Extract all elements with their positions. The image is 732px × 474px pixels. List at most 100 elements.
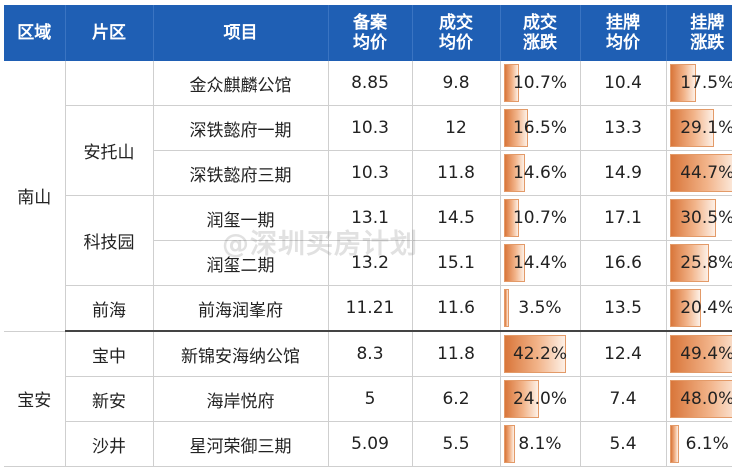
filing-price-cell: 5 (327, 376, 412, 422)
table-row: 沙井 星河荣御三期 5.09 5.5 8.1% 5.4 6.1% (4, 421, 732, 467)
header-project: 项目 (153, 5, 329, 61)
project-cell: 新锦安海纳公馆 (152, 331, 328, 377)
deal-change-bar (503, 335, 566, 373)
district-cell: 宝安 (4, 331, 65, 467)
listing-price-cell: 13.5 (579, 285, 666, 332)
deal-change-cell: 10.7% (499, 195, 580, 241)
header-row: 区域 片区 项目 备案 均价 成交 均价 成交 涨跌 挂牌 均价 挂牌 涨跌 (4, 5, 732, 61)
listing-change-bar (669, 425, 679, 463)
header-listing-change: 挂牌 涨跌 (666, 5, 732, 61)
listing-price-cell: 12.4 (579, 331, 666, 377)
deal-price-cell: 5.5 (411, 421, 500, 467)
deal-change-cell: 14.6% (499, 150, 580, 196)
deal-price-cell: 9.8 (411, 61, 500, 106)
listing-change-bar (669, 64, 697, 102)
area-cell: 安托山 (64, 105, 153, 196)
table-row: 前海 前海润峯府 11.21 11.6 3.5% 13.5 20.4% (4, 285, 732, 332)
deal-change-bar (503, 154, 526, 192)
listing-change-cell: 49.4% (665, 331, 732, 377)
deal-change-bar (503, 64, 520, 102)
project-cell: 深铁懿府三期 (152, 150, 328, 196)
listing-change-cell: 20.4% (665, 285, 732, 332)
deal-price-cell: 11.8 (411, 150, 500, 196)
header-filing-price: 备案 均价 (328, 5, 413, 61)
area-cell: 新安 (64, 376, 153, 422)
filing-price-cell: 13.2 (327, 240, 412, 286)
listing-price-cell: 10.4 (579, 61, 666, 106)
filing-price-cell: 13.1 (327, 195, 412, 241)
filing-price-cell: 5.09 (327, 421, 412, 467)
deal-change-cell: 3.5% (499, 285, 580, 332)
filing-price-cell: 8.3 (327, 331, 412, 377)
project-cell: 润玺二期 (152, 240, 328, 286)
header-deal-change: 成交 涨跌 (500, 5, 581, 61)
listing-change-cell: 29.1% (665, 105, 732, 151)
deal-price-cell: 12 (411, 105, 500, 151)
deal-price-cell: 11.6 (411, 285, 500, 332)
listing-price-cell: 16.6 (579, 240, 666, 286)
project-cell: 海岸悦府 (152, 376, 328, 422)
deal-change-cell: 8.1% (499, 421, 580, 467)
listing-price-cell: 5.4 (579, 421, 666, 467)
table-row: 深铁懿府三期 10.3 11.8 14.6% 14.9 44.7% (4, 150, 732, 196)
deal-change-cell: 16.5% (499, 105, 580, 151)
listing-change-cell: 17.5% (665, 61, 732, 106)
area-cell (64, 61, 153, 106)
deal-change-cell: 24.0% (499, 376, 580, 422)
filing-price-cell: 11.21 (327, 285, 412, 332)
header-listing-price: 挂牌 均价 (580, 5, 667, 61)
project-cell: 星河荣御三期 (152, 421, 328, 467)
listing-change-bar (669, 154, 732, 192)
listing-change-cell: 30.5% (665, 195, 732, 241)
listing-price-cell: 13.3 (579, 105, 666, 151)
deal-price-cell: 6.2 (411, 376, 500, 422)
header-district: 区域 (4, 5, 66, 61)
area-cell: 沙井 (64, 421, 153, 467)
project-cell: 润玺一期 (152, 195, 328, 241)
deal-change-cell: 10.7% (499, 61, 580, 106)
header-area: 片区 (65, 5, 154, 61)
table-row: 润玺二期 13.2 15.1 14.4% 16.6 25.8% (4, 240, 732, 286)
deal-change-bar (503, 109, 528, 147)
listing-change-cell: 25.8% (665, 240, 732, 286)
deal-change-bar (503, 199, 520, 237)
filing-price-cell: 10.3 (327, 150, 412, 196)
district-cell: 南山 (4, 61, 65, 332)
table-row: 南山 金众麒麟公馆 8.85 9.8 10.7% 10.4 17.5% (4, 61, 732, 332)
deal-price-cell: 11.8 (411, 331, 500, 377)
listing-price-cell: 14.9 (579, 150, 666, 196)
deal-change-cell: 42.2% (499, 331, 580, 377)
listing-change-bar (669, 380, 732, 418)
project-cell: 金众麒麟公馆 (152, 61, 328, 106)
header-deal-price: 成交 均价 (412, 5, 501, 61)
deal-change-bar (503, 289, 509, 327)
area-cell: 科技园 (64, 195, 153, 286)
table-row: 新安 海岸悦府 5 6.2 24.0% 7.4 48.0% (4, 376, 732, 422)
deal-change-bar (503, 244, 525, 282)
area-cell: 宝中 (64, 331, 153, 377)
listing-change-bar (669, 109, 714, 147)
listing-change-bar (669, 199, 717, 237)
table-row: 宝安 宝中 新锦安海纳公馆 8.3 11.8 42.2% 12.4 49.4% (4, 331, 732, 467)
deal-change-bar (503, 425, 516, 463)
listing-change-cell: 6.1% (665, 421, 732, 467)
listing-change-bar (669, 244, 709, 282)
deal-change-cell: 14.4% (499, 240, 580, 286)
listing-change-cell: 48.0% (665, 376, 732, 422)
project-cell: 前海润峯府 (152, 285, 328, 332)
deal-change-bar (503, 380, 539, 418)
listing-change-bar (669, 289, 701, 327)
area-cell: 前海 (64, 285, 153, 332)
listing-change-cell: 44.7% (665, 150, 732, 196)
table-row: 安托山 深铁懿府一期 10.3 12 16.5% 13.3 29.1% (4, 105, 732, 196)
filing-price-cell: 8.85 (327, 61, 412, 106)
listing-price-cell: 17.1 (579, 195, 666, 241)
price-table: 区域 片区 项目 备案 均价 成交 均价 成交 涨跌 挂牌 均价 挂牌 涨跌 南山 金众麒… (4, 5, 732, 467)
deal-price-cell: 14.5 (411, 195, 500, 241)
table-row: 科技园 润玺一期 13.1 14.5 10.7% 17.1 30.5% (4, 195, 732, 286)
project-cell: 深铁懿府一期 (152, 105, 328, 151)
listing-price-cell: 7.4 (579, 376, 666, 422)
listing-change-bar (669, 335, 732, 373)
deal-price-cell: 15.1 (411, 240, 500, 286)
filing-price-cell: 10.3 (327, 105, 412, 151)
